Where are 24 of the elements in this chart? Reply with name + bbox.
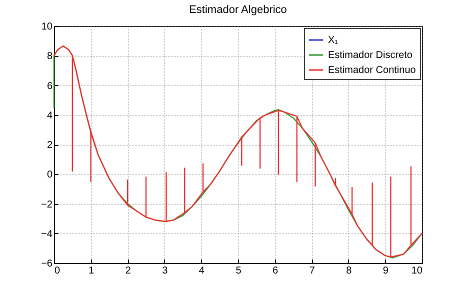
chart-title: Estimador Algebrico [189, 4, 287, 16]
legend-label: Estimador Discreto [328, 50, 413, 61]
x-tick-label: 2 [125, 266, 132, 276]
x-tick-label: 9 [382, 266, 389, 276]
y-tick-label: 8 [46, 51, 53, 62]
y-tick-label: 6 [46, 80, 53, 92]
x-tick-label: 4 [198, 266, 205, 276]
x-tick-label: 0 [54, 266, 60, 276]
y-tick-label: 0 [46, 170, 53, 181]
x-tick-label: 3 [162, 266, 168, 276]
y-tick-label: 4 [46, 110, 53, 122]
x-tick-label: 8 [346, 266, 352, 276]
x-tick-label: 6 [272, 266, 279, 276]
y-tick-label: −2 [41, 199, 53, 210]
legend-label: Estimador Continuo [328, 65, 416, 76]
y-tick-label: −4 [41, 228, 53, 240]
legend-label: X₁ [328, 35, 339, 46]
y-tick-label: 2 [46, 140, 53, 151]
x-tick-label: 7 [309, 266, 316, 276]
y-tick-label: −6 [41, 258, 53, 270]
x-tick-label: 5 [236, 266, 242, 276]
y-tick-label: 10 [41, 22, 53, 32]
x-tick-label: 1 [88, 266, 95, 276]
x-tick-label: 10 [411, 266, 423, 276]
